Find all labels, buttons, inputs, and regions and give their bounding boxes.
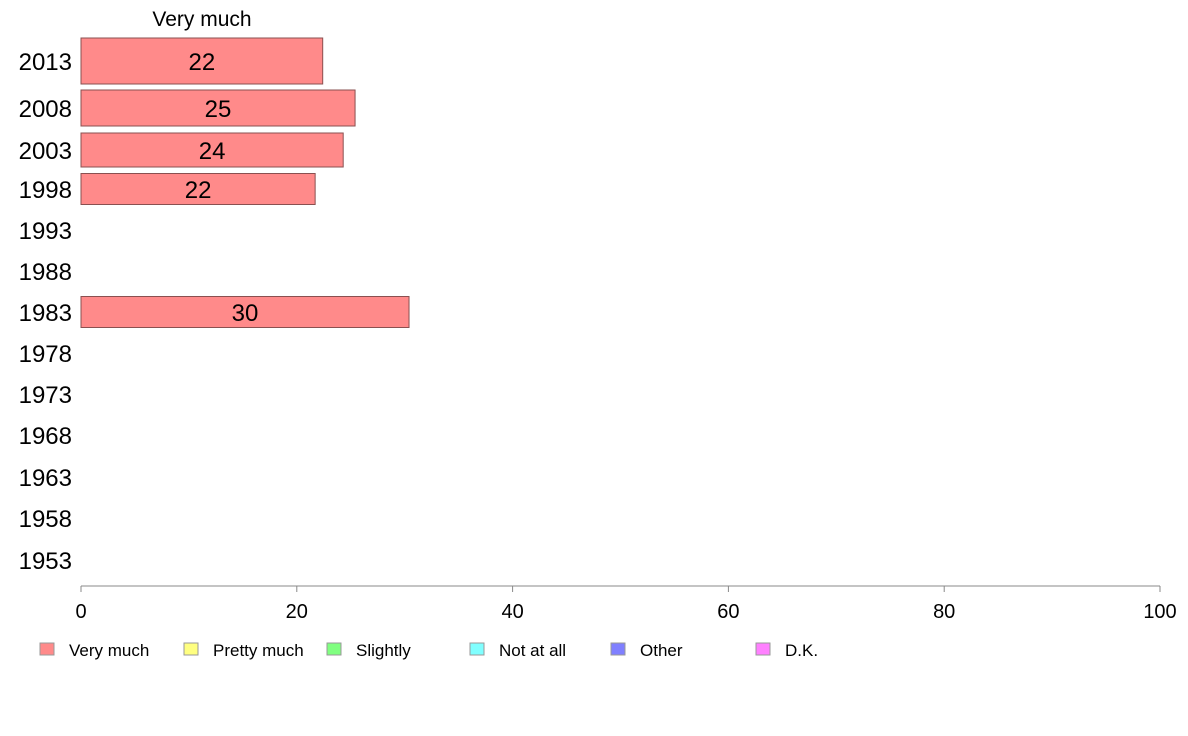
year-label-1998: 1998 — [19, 177, 72, 204]
x-tick-label-20: 20 — [286, 601, 308, 623]
legend: Very much Pretty much Slightly Not at all Ot… — [39, 641, 818, 660]
value-label-2003: 24 — [199, 138, 226, 165]
legend-label-3: Not at all — [499, 641, 566, 660]
year-label-1953: 1953 — [19, 548, 72, 575]
legend-swatch-3 — [469, 642, 485, 656]
x-tick-label-60: 60 — [717, 601, 739, 623]
value-label-2008: 25 — [205, 96, 232, 123]
legend-label-2: Slightly — [356, 641, 411, 660]
year-label-2013: 2013 — [19, 49, 72, 76]
bar-1998 — [80, 173, 316, 205]
year-label-1958: 1958 — [19, 506, 72, 533]
legend-label-4: Other — [640, 641, 683, 660]
bar-rows: 2013 22 2008 25 2003 24 1998 22 1993 1988 1983 30 19… — [19, 37, 410, 575]
x-tick-label-0: 0 — [75, 601, 86, 623]
legend-swatch-5 — [755, 642, 771, 656]
year-label-1993: 1993 — [19, 218, 72, 245]
legend-swatch-2 — [326, 642, 342, 656]
legend-swatch-4 — [610, 642, 626, 656]
year-label-1988: 1988 — [19, 259, 72, 286]
value-label-1983: 30 — [232, 300, 259, 327]
year-label-2003: 2003 — [19, 138, 72, 165]
bar-2003 — [80, 132, 344, 168]
year-label-1978: 1978 — [19, 341, 72, 368]
bar-1983 — [80, 296, 410, 328]
value-label-2013: 22 — [188, 49, 215, 76]
legend-swatch-1 — [183, 642, 199, 656]
year-label-2008: 2008 — [19, 96, 72, 123]
x-tick-label-40: 40 — [501, 601, 523, 623]
x-tick-label-100: 100 — [1143, 601, 1176, 623]
legend-label-0: Very much — [69, 641, 149, 660]
year-label-1983: 1983 — [19, 300, 72, 327]
year-label-1973: 1973 — [19, 382, 72, 409]
bar-2013 — [80, 37, 324, 85]
x-axis: 0 20 40 60 80 100 — [75, 585, 1177, 623]
legend-label-5: D.K. — [785, 641, 818, 660]
legend-swatch-0 — [39, 642, 55, 656]
year-label-1963: 1963 — [19, 465, 72, 492]
legend-label-1: Pretty much — [213, 641, 304, 660]
column-header: Very much — [152, 8, 251, 31]
value-label-1998: 22 — [185, 177, 212, 204]
bar-2008 — [80, 89, 356, 127]
x-tick-label-80: 80 — [933, 601, 955, 623]
year-label-1968: 1968 — [19, 423, 72, 450]
